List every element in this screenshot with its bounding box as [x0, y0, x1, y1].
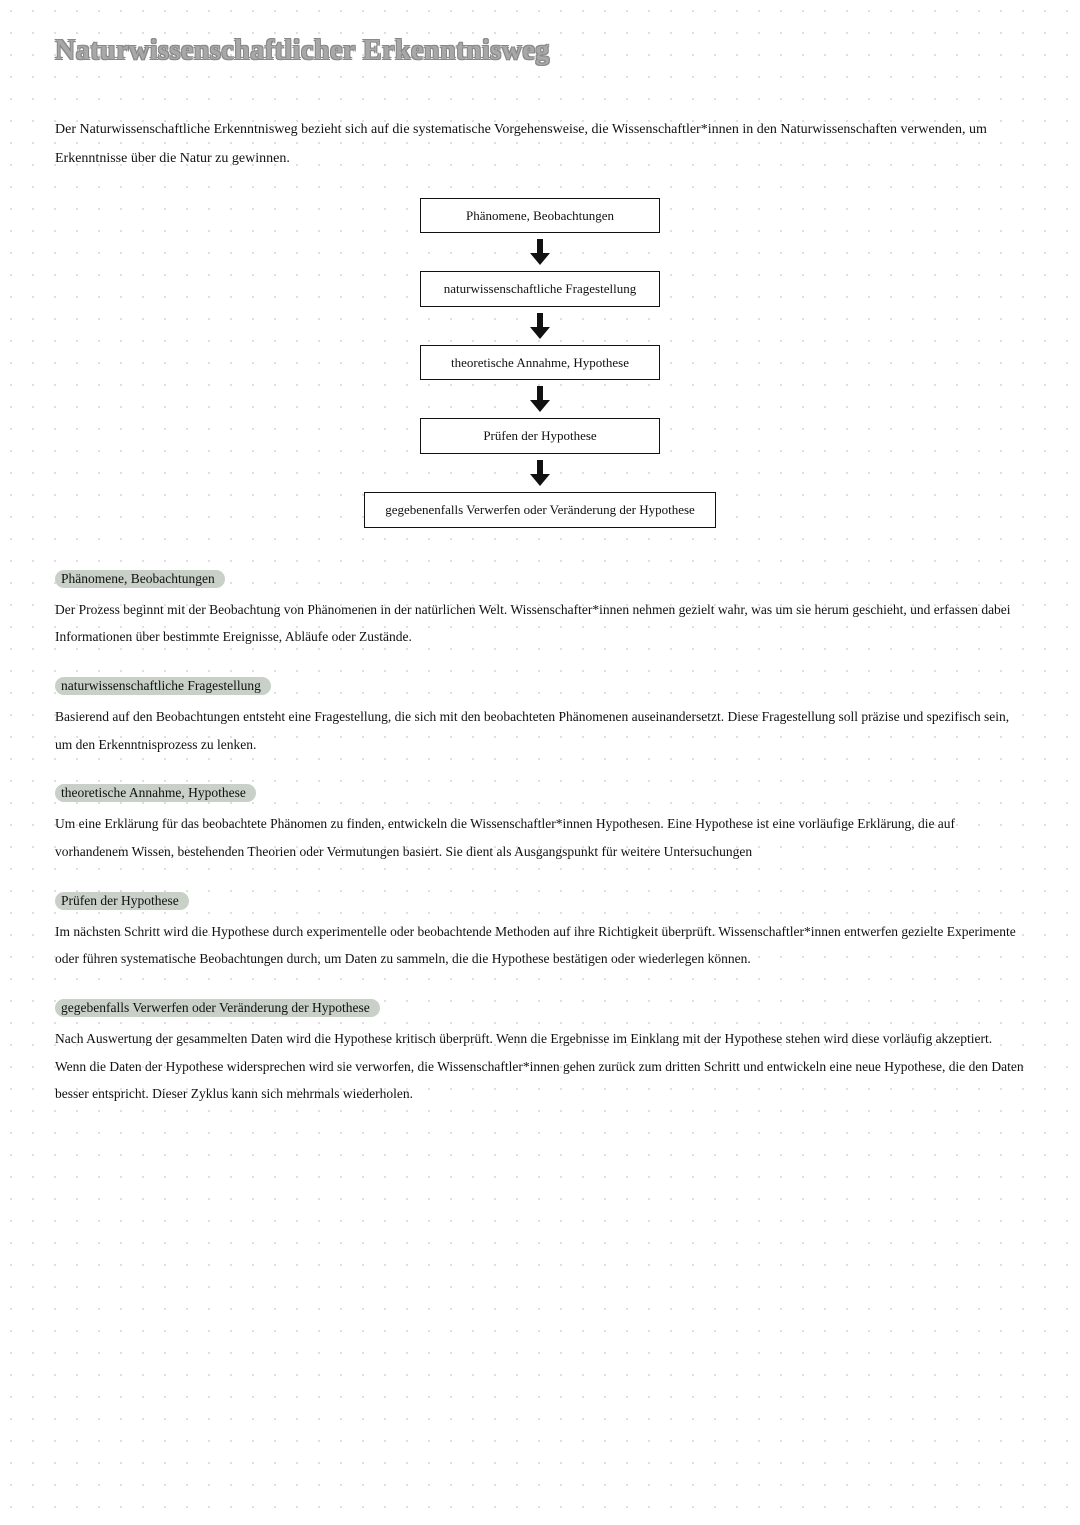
section: Prüfen der Hypothese Im nächsten Schritt…: [55, 892, 1025, 973]
flow-node: gegebenenfalls Verwerfen oder Veränderun…: [364, 492, 716, 528]
intro-paragraph: Der Naturwissenschaftliche Erkenntnisweg…: [55, 115, 1025, 174]
section: gegebenfalls Verwerfen oder Veränderung …: [55, 999, 1025, 1108]
flowchart: Phänomene, Beobachtungen naturwissenscha…: [55, 198, 1025, 528]
section: Phänomene, Beobachtungen Der Prozess beg…: [55, 570, 1025, 651]
flow-node: naturwissenschaftliche Fragestellung: [420, 271, 660, 307]
flow-node: theoretische Annahme, Hypothese: [420, 345, 660, 381]
section-heading: Prüfen der Hypothese: [55, 892, 189, 910]
flow-node: Prüfen der Hypothese: [420, 418, 660, 454]
arrow-down-icon: [530, 239, 550, 265]
arrow-down-icon: [530, 386, 550, 412]
section: naturwissenschaftliche Fragestellung Bas…: [55, 677, 1025, 758]
section-heading: theoretische Annahme, Hypothese: [55, 784, 256, 802]
section-body: Nach Auswertung der gesammelten Daten wi…: [55, 1025, 1025, 1108]
section-body: Im nächsten Schritt wird die Hypothese d…: [55, 918, 1025, 973]
section-heading: gegebenfalls Verwerfen oder Veränderung …: [55, 999, 380, 1017]
arrow-down-icon: [530, 460, 550, 486]
section: theoretische Annahme, Hypothese Um eine …: [55, 784, 1025, 865]
section-body: Der Prozess beginnt mit der Beobachtung …: [55, 596, 1025, 651]
arrow-down-icon: [530, 313, 550, 339]
section-body: Um eine Erklärung für das beobachtete Ph…: [55, 810, 1025, 865]
flow-node: Phänomene, Beobachtungen: [420, 198, 660, 234]
page-title: Naturwissenschaftlicher Erkenntnisweg: [55, 35, 1025, 67]
section-body: Basierend auf den Beobachtungen entsteht…: [55, 703, 1025, 758]
section-heading: naturwissenschaftliche Fragestellung: [55, 677, 271, 695]
section-heading: Phänomene, Beobachtungen: [55, 570, 225, 588]
